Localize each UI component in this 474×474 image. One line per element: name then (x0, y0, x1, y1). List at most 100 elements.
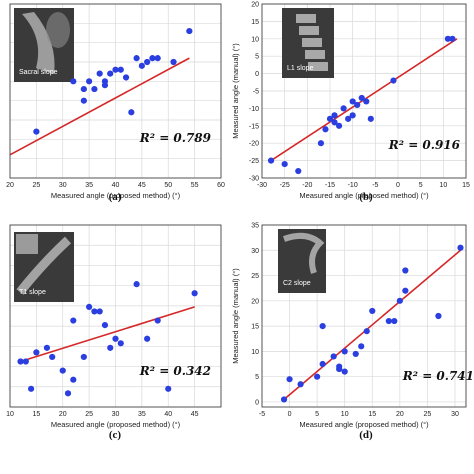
data-point (22, 358, 29, 365)
x-tick-label: 50 (164, 182, 172, 189)
inset-label: C2 slope (283, 280, 311, 287)
data-point (49, 353, 56, 361)
x-tick-label: 10 (439, 182, 447, 189)
data-point (345, 115, 352, 122)
x-tick-label: -15 (325, 182, 335, 189)
x-axis-label: Measured angle (proposed method) (°) (299, 191, 429, 200)
data-point (33, 128, 40, 135)
vertebra-shape (302, 38, 322, 47)
data-point (369, 307, 376, 315)
inset-label: T1 slope (19, 289, 46, 296)
y-tick-label: -15 (249, 123, 259, 130)
y-tick-label: -5 (253, 89, 259, 96)
data-point (107, 70, 114, 77)
bone-shape (46, 12, 70, 48)
data-point (80, 97, 87, 104)
x-tick-label: 30 (451, 411, 459, 418)
y-tick-label: 5 (255, 374, 259, 381)
x-tick-label: 0 (288, 411, 292, 418)
x-tick-label: 40 (112, 182, 120, 189)
y-tick-label: 25 (251, 273, 259, 280)
data-point (149, 55, 156, 62)
data-point (396, 297, 403, 304)
data-point (402, 287, 409, 294)
vertebra-shape (296, 14, 316, 23)
y-tick-label: 10 (251, 36, 259, 43)
data-point (358, 343, 365, 350)
data-point (70, 376, 77, 383)
x-tick-label: 45 (138, 182, 146, 189)
data-point (165, 385, 172, 392)
y-tick-label: -30 (249, 176, 259, 183)
data-point (402, 267, 409, 274)
x-tick-label: 20 (59, 411, 67, 418)
data-point (354, 101, 361, 109)
y-tick-label: 5 (255, 54, 259, 61)
xray-inset-image: T1 slope (14, 232, 74, 302)
x-tick-label: 30 (59, 182, 67, 189)
data-point (391, 317, 398, 325)
data-point (331, 112, 338, 119)
data-point (280, 396, 288, 403)
data-point (335, 122, 343, 129)
y-tick-label: -25 (249, 158, 259, 165)
panel-caption: (c) (109, 429, 122, 441)
y-axis-label: Measured angle (manual) (°) (231, 268, 240, 364)
data-point (80, 353, 87, 361)
data-point (112, 66, 119, 73)
regression-line (20, 306, 195, 363)
data-point (286, 376, 293, 383)
data-point (138, 62, 145, 69)
data-point (449, 35, 456, 42)
plot-frame (261, 224, 467, 408)
data-point (117, 340, 124, 347)
x-tick-label: 25 (32, 182, 40, 189)
data-point (91, 308, 98, 315)
x-tick-label: 10 (6, 411, 14, 418)
data-point (70, 78, 77, 85)
xray-inset-image: L1 slope (282, 8, 334, 78)
data-point (390, 77, 397, 84)
data-point (154, 55, 161, 62)
x-tick-label: 35 (138, 411, 146, 418)
xray-inset-image: Sacral slope (14, 8, 74, 82)
vertebra-shape (305, 50, 325, 59)
data-point (107, 344, 114, 351)
x-axis-label: Measured angle (proposed method) (°) (51, 420, 181, 429)
data-point (340, 105, 347, 112)
r-squared-label: R² = 0.916 (388, 138, 461, 152)
x-tick-label: 55 (191, 182, 199, 189)
spine-shape (16, 236, 72, 295)
data-point (297, 381, 304, 388)
y-tick-label: 20 (251, 298, 259, 305)
x-tick-label: 30 (112, 411, 120, 418)
plot-frame (9, 3, 222, 179)
data-point (281, 160, 288, 168)
data-point (319, 323, 326, 330)
data-point (385, 317, 392, 325)
x-tick-label: 0 (396, 182, 400, 189)
x-axis-label: Measured angle (proposed method) (°) (299, 420, 429, 429)
data-point (349, 98, 356, 105)
x-tick-label: 5 (315, 411, 319, 418)
x-tick-label: 15 (32, 411, 40, 418)
data-point (186, 27, 193, 35)
data-point (336, 363, 343, 370)
data-point (358, 94, 365, 102)
data-point (144, 335, 151, 342)
data-point (154, 317, 161, 324)
data-point (349, 112, 356, 119)
y-tick-label: 10 (251, 349, 259, 356)
data-point (322, 126, 329, 133)
bone-shape (16, 234, 38, 254)
panel-caption: (b) (359, 191, 373, 203)
data-point (101, 322, 109, 329)
x-tick-label: 45 (191, 411, 199, 418)
data-point (435, 312, 442, 320)
x-tick-label: 20 (396, 411, 404, 418)
data-point (86, 303, 93, 310)
data-point (80, 85, 87, 93)
panel-caption: (a) (109, 191, 122, 203)
data-point (363, 98, 370, 105)
x-tick-label: -5 (259, 411, 265, 418)
